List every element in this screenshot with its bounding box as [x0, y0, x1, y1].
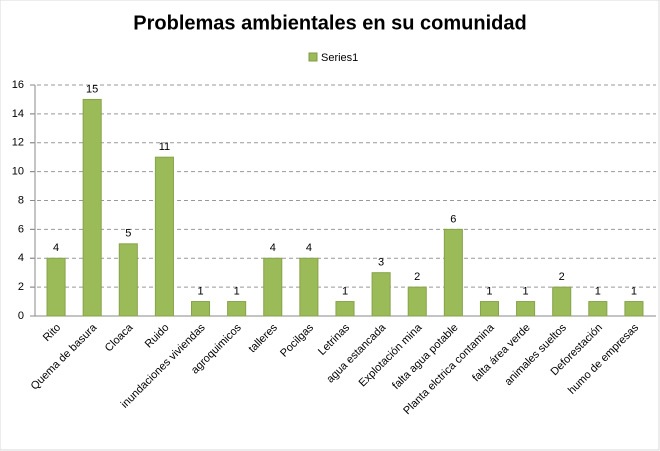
- y-tick-label: 14: [12, 108, 24, 120]
- data-label: 4: [53, 242, 59, 254]
- legend-swatch: [308, 52, 318, 62]
- bar: [46, 257, 66, 317]
- data-label: 15: [86, 83, 98, 95]
- y-tick-label: 12: [12, 137, 24, 149]
- y-tick-label: 8: [18, 194, 24, 206]
- bar: [371, 272, 391, 317]
- y-tick-label: 6: [18, 223, 24, 235]
- y-tick-label: 4: [18, 252, 24, 264]
- data-label: 4: [306, 242, 312, 254]
- bar: [335, 301, 355, 317]
- bar: [552, 286, 572, 317]
- data-label: 1: [197, 285, 203, 297]
- chart-title: Problemas ambientales en su comunidad: [133, 12, 526, 34]
- bar: [191, 301, 211, 317]
- bar: [588, 301, 608, 317]
- bar: [299, 257, 319, 317]
- bar: [118, 243, 138, 317]
- data-label: 1: [523, 285, 529, 297]
- bar: [227, 301, 247, 317]
- data-label: 5: [125, 228, 131, 240]
- bar: [82, 98, 102, 317]
- bar: [479, 301, 499, 317]
- y-tick-label: 10: [12, 166, 24, 178]
- y-tick-label: 2: [18, 281, 24, 293]
- bar: [263, 257, 283, 317]
- bar: [624, 301, 644, 317]
- data-label: 2: [559, 271, 565, 283]
- y-tick-label: 16: [12, 79, 24, 91]
- data-label: 1: [631, 285, 637, 297]
- legend-label: Series1: [321, 52, 358, 64]
- bar: [516, 301, 536, 317]
- data-label: 2: [414, 271, 420, 283]
- bar: [443, 228, 463, 317]
- y-tick-label: 0: [18, 310, 24, 322]
- data-label: 3: [378, 257, 384, 269]
- data-label: 1: [342, 285, 348, 297]
- data-label: 1: [234, 285, 240, 297]
- data-label: 11: [159, 141, 170, 153]
- data-label: 6: [450, 213, 456, 225]
- data-label: 1: [595, 285, 601, 297]
- data-label: 4: [270, 242, 276, 254]
- bar: [407, 286, 427, 317]
- data-label: 1: [486, 285, 492, 297]
- bar: [154, 156, 174, 317]
